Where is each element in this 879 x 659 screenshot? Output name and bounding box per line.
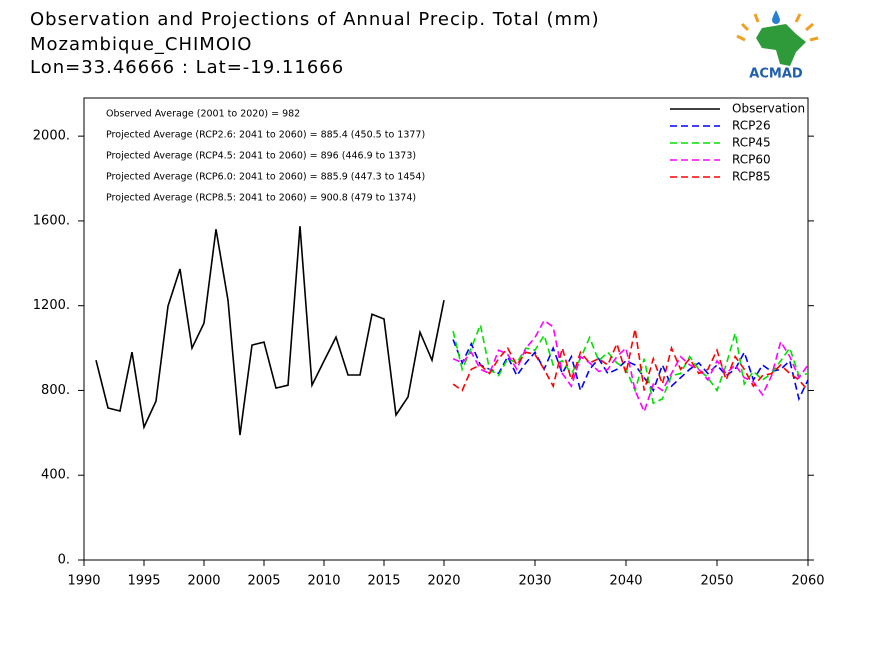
x-tick-label: 2000 <box>187 574 220 589</box>
annotation: Projected Average (RCP8.5: 2041 to 2060)… <box>106 193 416 204</box>
chart-title: Observation and Projections of Annual Pr… <box>30 9 600 30</box>
logo-map <box>756 24 806 66</box>
series-line <box>452 319 809 414</box>
logo-drop <box>772 10 780 24</box>
x-tick-label: 2005 <box>247 574 280 589</box>
location: Lon=33.46666 : Lat=-19.11666 <box>30 57 344 78</box>
legend-label: RCP60 <box>732 153 771 167</box>
annotation: Projected Average (RCP6.0: 2041 to 2060)… <box>106 172 425 183</box>
annotation: Observed Average (2001 to 2020) = 982 <box>106 109 300 120</box>
legend-label: RCP45 <box>732 136 771 150</box>
x-tick-label: 2030 <box>518 574 551 589</box>
series-line <box>95 226 445 436</box>
legend-label: RCP85 <box>732 170 771 184</box>
y-tick-label: 1200. <box>33 298 70 313</box>
y-tick-label: 800. <box>41 383 70 398</box>
logo: ACMAD <box>736 10 819 82</box>
series-line <box>452 328 809 392</box>
chart-subtitle: Mozambique_CHIMOIO <box>30 34 252 55</box>
logo-text: ACMAD <box>749 67 803 82</box>
x-tick-label: 2015 <box>367 574 400 589</box>
annotation: Projected Average (RCP2.6: 2041 to 2060)… <box>106 130 425 141</box>
x-tick-label: 1995 <box>127 574 160 589</box>
x-tick-label: 2060 <box>791 574 824 589</box>
logo-rays <box>736 13 819 42</box>
x-tick-label: 2040 <box>609 574 642 589</box>
y-tick-label: 2000. <box>33 129 70 144</box>
x-tick-label: 2010 <box>307 574 340 589</box>
y-tick-label: 400. <box>41 468 70 483</box>
series-line <box>452 339 809 402</box>
y-tick-label: 0. <box>58 553 70 568</box>
series-line <box>452 321 809 405</box>
legend-label: Observation <box>732 102 805 116</box>
x-tick-label: 2050 <box>700 574 733 589</box>
x-tick-label: 1990 <box>67 574 100 589</box>
annotation: Projected Average (RCP4.5: 2041 to 2060)… <box>106 151 416 162</box>
y-tick-label: 1600. <box>33 213 70 228</box>
legend-label: RCP26 <box>732 119 771 133</box>
plot-frame <box>83 97 809 561</box>
x-tick-label: 2020 <box>427 574 460 589</box>
